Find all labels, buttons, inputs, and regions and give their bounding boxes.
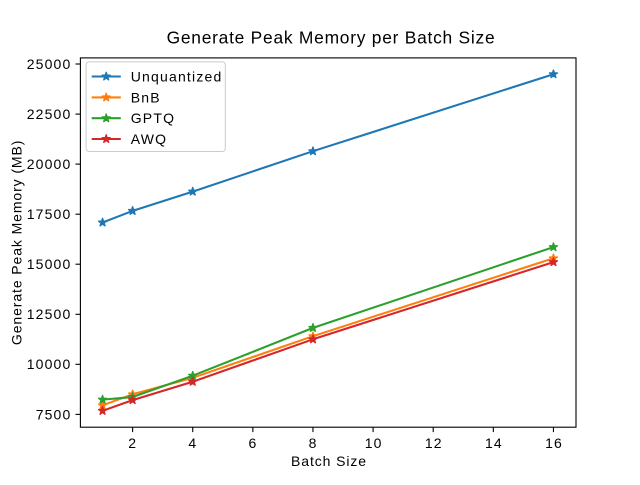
- svg-text:16: 16: [545, 435, 563, 451]
- svg-text:Batch Size: Batch Size: [291, 453, 367, 469]
- svg-text:8: 8: [309, 435, 318, 451]
- svg-text:Generate Peak Memory per Batch: Generate Peak Memory per Batch Size: [167, 27, 496, 47]
- svg-text:GPTQ: GPTQ: [131, 110, 175, 126]
- svg-text:22500: 22500: [27, 106, 72, 122]
- svg-text:7500: 7500: [36, 406, 72, 422]
- svg-text:Unquantized: Unquantized: [131, 68, 223, 84]
- svg-text:17500: 17500: [27, 206, 72, 222]
- svg-text:10000: 10000: [27, 356, 72, 372]
- svg-text:BnB: BnB: [131, 89, 161, 105]
- svg-text:6: 6: [248, 435, 257, 451]
- svg-text:10: 10: [365, 435, 383, 451]
- svg-text:12500: 12500: [27, 306, 72, 322]
- svg-text:14: 14: [485, 435, 503, 451]
- svg-text:AWQ: AWQ: [131, 131, 168, 147]
- svg-text:12: 12: [425, 435, 443, 451]
- svg-text:Generate Peak Memory (MB): Generate Peak Memory (MB): [9, 140, 25, 345]
- svg-text:4: 4: [188, 435, 197, 451]
- svg-text:2: 2: [128, 435, 137, 451]
- svg-text:25000: 25000: [27, 56, 72, 72]
- svg-text:15000: 15000: [27, 256, 72, 272]
- svg-text:20000: 20000: [27, 156, 72, 172]
